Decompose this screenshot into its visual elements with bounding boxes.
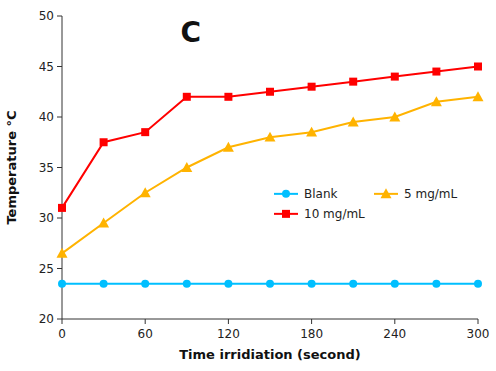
point (57, 248, 68, 258)
point (140, 187, 151, 197)
point (473, 91, 484, 101)
y-tick (57, 16, 62, 17)
point (391, 280, 399, 288)
legend-marker (282, 190, 290, 198)
point (181, 162, 192, 172)
point (141, 280, 149, 288)
series-line (62, 97, 478, 254)
y-tick-label: 40 (39, 110, 54, 124)
y-tick-label: 45 (39, 60, 54, 74)
point (306, 127, 317, 137)
y-tick (57, 218, 62, 219)
point (474, 63, 482, 71)
point (58, 280, 66, 288)
x-tick-label: 240 (383, 327, 406, 341)
y-tick (57, 268, 62, 269)
point (224, 93, 232, 101)
point (432, 68, 440, 76)
legend-marker (282, 210, 290, 218)
chart: 0 60 120 180 240 300 20 25 30 35 40 45 50 Time irridi… (0, 0, 496, 371)
x-tick (145, 319, 146, 324)
y-axis-label: Temperature °C (4, 110, 19, 224)
point (100, 138, 108, 146)
y-tick (57, 167, 62, 168)
y-tick (57, 319, 62, 320)
x-tick-label: 0 (58, 327, 66, 341)
legend-label: 5 mg/mL (404, 187, 457, 201)
x-axis-label: Time irridiation (second) (179, 347, 361, 362)
point (391, 73, 399, 81)
legend: Blank 5 mg/mL 10 mg/mL (274, 187, 457, 221)
y-tick-label: 20 (39, 312, 54, 326)
x-tick (311, 319, 312, 324)
x-tick (228, 319, 229, 324)
point (389, 112, 400, 122)
legend-label: Blank (304, 187, 338, 201)
x-axis-line (62, 319, 478, 320)
y-tick-label: 35 (39, 161, 54, 175)
y-tick-label: 50 (39, 9, 54, 23)
point (98, 218, 109, 228)
y-tick-label: 30 (39, 211, 54, 225)
point (141, 128, 149, 136)
x-tick (62, 319, 63, 324)
x-tick-label: 60 (138, 327, 153, 341)
point (224, 280, 232, 288)
point (265, 132, 276, 142)
point (308, 83, 316, 91)
x-tick-label: 120 (217, 327, 240, 341)
point (432, 280, 440, 288)
point (308, 280, 316, 288)
point (349, 280, 357, 288)
panel-label: C (181, 16, 202, 49)
y-tick (57, 117, 62, 118)
point (183, 280, 191, 288)
x-tick (478, 319, 479, 324)
plot-area (57, 63, 484, 288)
legend-item: 5 mg/mL (374, 187, 457, 201)
point (58, 204, 66, 212)
legend-item: 10 mg/mL (274, 207, 365, 221)
legend-marker (381, 188, 392, 198)
x-tick-label: 300 (467, 327, 490, 341)
legend-item: Blank (274, 187, 338, 201)
y-tick-label: 25 (39, 262, 54, 276)
axes: 0 60 120 180 240 300 20 25 30 35 40 45 50 (39, 9, 490, 341)
point (266, 88, 274, 96)
point (348, 117, 359, 127)
point (349, 78, 357, 86)
series-line (62, 67, 478, 208)
x-tick (394, 319, 395, 324)
point (223, 142, 234, 152)
y-tick (57, 66, 62, 67)
point (474, 280, 482, 288)
point (431, 96, 442, 106)
point (183, 93, 191, 101)
legend-label: 10 mg/mL (304, 207, 365, 221)
x-tick-label: 180 (300, 327, 323, 341)
point (266, 280, 274, 288)
point (100, 280, 108, 288)
